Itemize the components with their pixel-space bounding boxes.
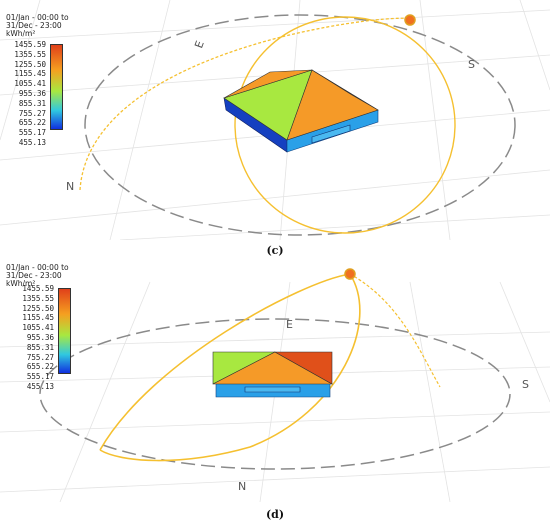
roof-ridge-c <box>311 69 379 111</box>
legend-period-d: 01/Jan - 00:00 to 31/Dec - 23:00 kWh/m² <box>6 264 69 288</box>
legend-tick: 655.22 <box>18 118 46 128</box>
legend-period-end: 31/Dec - 23:00 <box>6 21 62 30</box>
sun-icon-d <box>344 268 356 280</box>
legend-tick: 955.36 <box>18 88 46 98</box>
legend-period-end: 31/Dec - 23:00 <box>6 271 62 280</box>
legend-tick: 1255.50 <box>22 303 54 313</box>
subfigure-label-d: (d) <box>265 508 285 521</box>
subfigure-label-c: (c) <box>266 244 284 257</box>
legend-tick: 1455.59 <box>22 284 54 293</box>
panel-d: 01/Jan - 00:00 to 31/Dec - 23:00 kWh/m² … <box>0 262 550 502</box>
roof-right-d <box>273 351 333 385</box>
legend-tick: 1355.55 <box>22 293 54 303</box>
sun-icon <box>404 14 416 26</box>
legend-tick: 1155.45 <box>22 313 54 323</box>
compass-east-d: E <box>286 318 293 331</box>
legend-ticks-c: 1455.59 1355.55 1255.50 1155.45 1055.41 … <box>0 40 46 148</box>
legend-tick: 455.13 <box>26 381 54 391</box>
building-model-c <box>223 69 379 153</box>
roof-back-c <box>223 69 313 99</box>
legend-tick: 1455.59 <box>14 40 46 49</box>
legend-tick: 555.17 <box>18 128 46 138</box>
compass-north-c: N <box>66 180 75 193</box>
legend-tick: 1255.50 <box>14 59 46 69</box>
legend-unit: kWh/m² <box>6 279 36 288</box>
legend-tick: 855.31 <box>26 342 54 352</box>
window-c <box>311 124 351 144</box>
ground-grid-d <box>0 281 550 502</box>
sun-path-arc-d <box>99 273 351 451</box>
sun-path-loop-c <box>234 16 456 234</box>
panel-c: 01/Jan - 00:00 to 31/Dec - 23:00 kWh/m² … <box>0 0 550 240</box>
sun-path-arc-c <box>79 17 411 191</box>
legend-tick: 955.36 <box>26 332 54 342</box>
building-model-d <box>212 351 334 398</box>
legend-tick: 1055.41 <box>14 79 46 89</box>
legend-tick: 455.13 <box>18 137 46 147</box>
compass-ellipse-c <box>84 14 516 236</box>
legend-tick: 755.27 <box>18 108 46 118</box>
legend-period-start: 01/Jan - 00:00 to <box>6 13 69 22</box>
compass-south-c: S <box>468 58 475 71</box>
legend-period-c: 01/Jan - 00:00 to 31/Dec - 23:00 kWh/m² <box>6 14 69 38</box>
legend-tick: 655.22 <box>26 362 54 372</box>
legend-tick: 755.27 <box>26 352 54 362</box>
scene-d <box>0 268 550 502</box>
window-d <box>244 386 301 393</box>
compass-north-d: N <box>238 480 247 493</box>
color-scale-bar-c <box>50 44 63 130</box>
color-scale-bar-d <box>58 288 71 374</box>
sun-path-arc-d2 <box>349 273 441 388</box>
legend-tick: 1155.45 <box>14 69 46 79</box>
legend-period-start: 01/Jan - 00:00 to <box>6 263 69 272</box>
legend-tick: 1355.55 <box>14 49 46 59</box>
scene-c <box>0 0 550 240</box>
legend-ticks-d: 1455.59 1355.55 1255.50 1155.45 1055.41 … <box>0 284 54 392</box>
legend-tick: 1055.41 <box>22 323 54 333</box>
sun-path-loop-d <box>99 273 361 462</box>
compass-ellipse-d <box>39 318 511 470</box>
legend-tick: 555.17 <box>26 372 54 382</box>
compass-south-d: S <box>522 378 529 391</box>
legend-unit: kWh/m² <box>6 29 36 38</box>
legend-tick: 855.31 <box>18 98 46 108</box>
